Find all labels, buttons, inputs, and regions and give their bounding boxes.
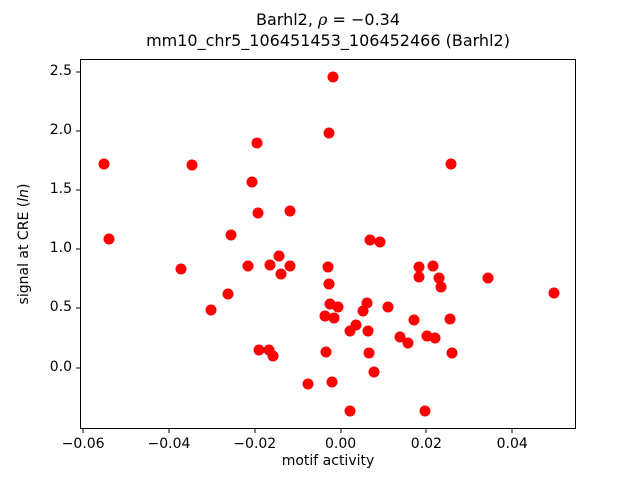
data-point <box>324 298 336 310</box>
y-tick-mark <box>76 189 80 191</box>
y-axis-label: signal at CRE (ln) <box>16 183 32 305</box>
data-point <box>421 330 433 342</box>
data-point <box>402 337 414 349</box>
y-tick-mark <box>76 71 80 73</box>
title-gene-name: Barhl2, <box>255 10 318 29</box>
y-axis-tick-label: 2.5 <box>49 62 72 79</box>
data-point <box>98 158 110 170</box>
data-point <box>175 263 187 275</box>
x-axis-tick-label: −0.04 <box>147 436 191 452</box>
data-point <box>419 405 431 417</box>
data-point <box>242 260 254 272</box>
data-point <box>364 234 376 246</box>
x-tick-mark <box>82 429 84 433</box>
data-point <box>103 233 115 245</box>
data-point <box>332 301 344 313</box>
data-point <box>323 278 335 290</box>
x-axis-tick-label: 0.00 <box>324 436 357 452</box>
x-tick-mark <box>340 429 342 433</box>
y-tick-mark <box>76 248 80 250</box>
data-point <box>445 158 457 170</box>
chart-title-line2: mm10_chr5_106451453_106452466 (Barhl2) <box>146 31 510 50</box>
x-axis-tick-label: 0.04 <box>496 436 528 452</box>
data-point <box>427 260 439 272</box>
data-point <box>350 319 362 331</box>
data-point <box>319 310 331 322</box>
data-point <box>482 272 494 284</box>
x-axis-tick-label: 0.02 <box>410 436 442 452</box>
data-point <box>267 350 279 362</box>
data-point <box>251 137 263 149</box>
plot-area: −0.06 −0.04 −0.02 0.00 0.02 0.04 0.0 0.5 1.0 1.5 2… <box>50 59 576 452</box>
y-axis-tick-label: 2.0 <box>49 121 72 138</box>
data-point <box>320 346 332 358</box>
x-axis-label: motif activity <box>281 453 375 469</box>
data-point <box>252 207 264 219</box>
x-axis-tick-label: −0.06 <box>61 436 105 452</box>
data-point <box>433 272 445 284</box>
data-point <box>408 314 420 326</box>
chart-title: Barhl2, ρ = −0.34 mm10_chr5_106451453_10… <box>80 9 576 51</box>
data-point <box>246 176 258 188</box>
data-point <box>323 127 335 139</box>
x-axis-tick-label: −0.02 <box>233 436 277 452</box>
data-point <box>275 268 287 280</box>
data-point <box>413 261 425 273</box>
y-axis-tick-label: 0.5 <box>49 299 72 316</box>
data-point <box>328 312 340 324</box>
data-point <box>368 366 380 378</box>
data-point <box>253 344 265 356</box>
data-point <box>326 376 338 388</box>
data-point <box>362 325 374 337</box>
title-correlation-value: = −0.34 <box>327 10 401 29</box>
y-axis-tick-label: 1.0 <box>49 240 72 257</box>
data-point <box>327 71 339 83</box>
data-point <box>273 250 285 262</box>
data-point <box>322 261 334 273</box>
y-tick-mark <box>76 130 80 132</box>
data-point <box>205 304 217 316</box>
data-point <box>363 347 375 359</box>
data-point <box>284 205 296 217</box>
y-axis-tick-label: 0.0 <box>49 358 72 375</box>
data-point <box>263 344 275 356</box>
data-point <box>394 331 406 343</box>
data-point <box>413 271 425 283</box>
y-tick-mark <box>76 367 80 369</box>
data-point <box>302 378 314 390</box>
title-rho-symbol: ρ <box>318 10 328 29</box>
data-point <box>382 301 394 313</box>
data-point <box>284 260 296 272</box>
data-point <box>361 297 373 309</box>
data-point <box>225 229 237 241</box>
data-point <box>264 259 276 271</box>
x-tick-mark <box>254 429 256 433</box>
data-point <box>435 281 447 293</box>
x-tick-mark <box>425 429 427 433</box>
data-point <box>222 288 234 300</box>
data-point <box>344 405 356 417</box>
data-point <box>186 159 198 171</box>
data-point <box>357 305 369 317</box>
data-point <box>444 313 456 325</box>
y-tick-mark <box>76 307 80 309</box>
data-point <box>374 236 386 248</box>
data-point <box>344 325 356 337</box>
x-tick-mark <box>168 429 170 433</box>
y-axis-tick-label: 1.5 <box>49 181 72 198</box>
data-point <box>548 287 560 299</box>
data-point <box>446 347 458 359</box>
data-point <box>429 332 441 344</box>
x-tick-mark <box>511 429 513 433</box>
chart-title-line1: Barhl2, ρ = −0.34 <box>80 9 576 30</box>
